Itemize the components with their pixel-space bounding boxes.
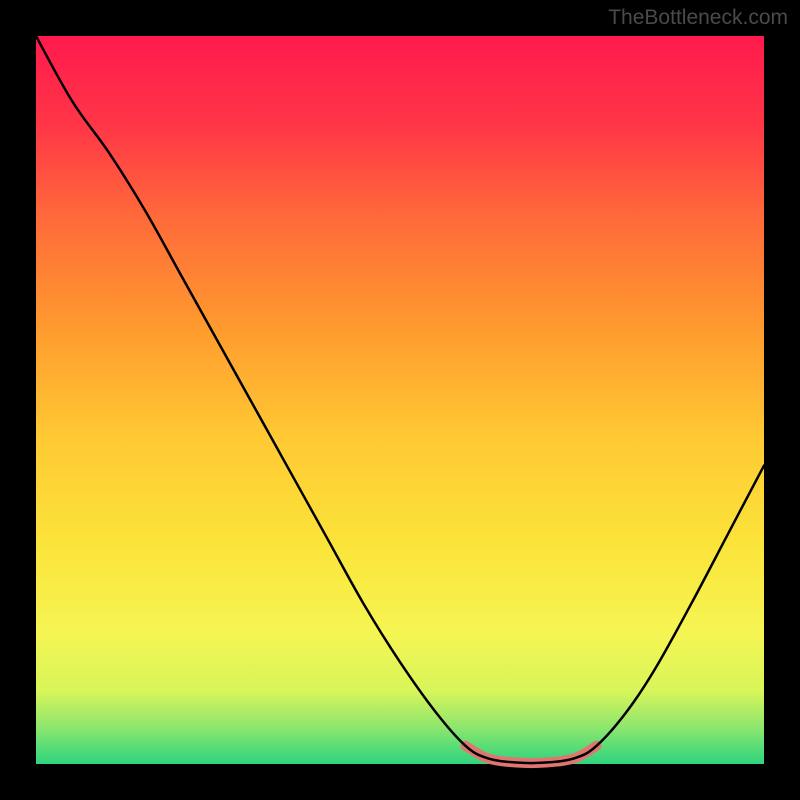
- chart-container: TheBottleneck.com: [0, 0, 800, 800]
- plot-area: [36, 36, 764, 764]
- chart-svg: [0, 0, 800, 800]
- watermark-text: TheBottleneck.com: [608, 6, 788, 30]
